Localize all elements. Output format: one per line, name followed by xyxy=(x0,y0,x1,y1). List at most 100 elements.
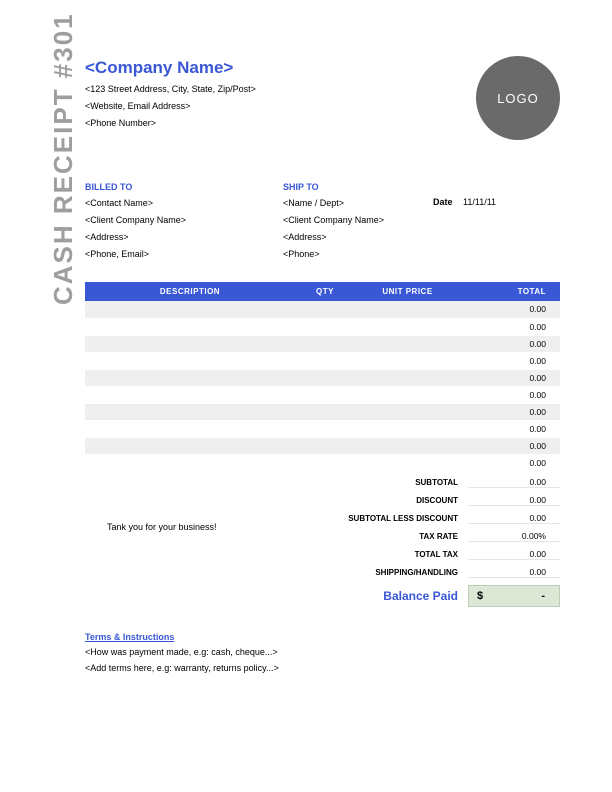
table-row: 0.00 xyxy=(85,420,560,437)
billed-to-heading: BILLED TO xyxy=(85,182,283,192)
col-description: DESCRIPTION xyxy=(85,282,295,301)
info-block: BILLED TO <Contact Name> <Client Company… xyxy=(85,182,560,266)
col-unit-price: UNIT PRICE xyxy=(355,282,460,301)
table-cell: 0.00 xyxy=(460,335,560,352)
table-cell xyxy=(355,454,460,471)
table-cell xyxy=(85,386,295,403)
table-cell xyxy=(295,352,355,369)
ship-to-name: <Name / Dept> xyxy=(283,198,433,208)
items-table: DESCRIPTION QTY UNIT PRICE TOTAL 0.000.0… xyxy=(85,282,560,472)
col-total: TOTAL xyxy=(460,282,560,301)
shipping-row: SHIPPING/HANDLING 0.00 xyxy=(323,564,560,582)
table-row: 0.00 xyxy=(85,454,560,471)
table-cell xyxy=(355,369,460,386)
terms-heading: Terms & Instructions xyxy=(85,632,560,642)
table-cell: 0.00 xyxy=(460,352,560,369)
table-row: 0.00 xyxy=(85,437,560,454)
balance-amount: - xyxy=(541,590,545,602)
receipt-content: <Company Name> <123 Street Address, City… xyxy=(85,58,560,679)
ship-to-column: SHIP TO <Name / Dept> <Client Company Na… xyxy=(283,182,433,266)
table-cell xyxy=(355,403,460,420)
table-cell xyxy=(85,454,295,471)
total-tax-row: TOTAL TAX 0.00 xyxy=(323,546,560,564)
table-cell: 0.00 xyxy=(460,369,560,386)
table-cell xyxy=(85,335,295,352)
table-cell xyxy=(295,318,355,335)
summary-rows: SUBTOTAL 0.00 DISCOUNT 0.00 SUBTOTAL LES… xyxy=(323,474,560,608)
total-tax-value: 0.00 xyxy=(468,549,560,560)
subtotal-value: 0.00 xyxy=(468,477,560,488)
table-cell: 0.00 xyxy=(460,420,560,437)
table-cell: 0.00 xyxy=(460,318,560,335)
table-cell xyxy=(355,301,460,318)
balance-currency: $ xyxy=(477,590,483,602)
summary-block: Tank you for your business! SUBTOTAL 0.0… xyxy=(85,474,560,608)
subtotal-less-discount-value: 0.00 xyxy=(468,513,560,524)
discount-row: DISCOUNT 0.00 xyxy=(323,492,560,510)
table-row: 0.00 xyxy=(85,335,560,352)
table-cell xyxy=(85,403,295,420)
shipping-value: 0.00 xyxy=(468,567,560,578)
discount-label: DISCOUNT xyxy=(323,496,468,505)
table-cell xyxy=(295,403,355,420)
table-cell xyxy=(295,420,355,437)
table-cell xyxy=(295,301,355,318)
ship-to-address: <Address> xyxy=(283,232,433,242)
meta-column: Date 11/11/11 xyxy=(433,182,560,266)
table-cell xyxy=(355,386,460,403)
table-row: 0.00 xyxy=(85,318,560,335)
ship-to-heading: SHIP TO xyxy=(283,182,433,192)
billed-to-column: BILLED TO <Contact Name> <Client Company… xyxy=(85,182,283,266)
billed-to-address: <Address> xyxy=(85,232,283,242)
table-cell xyxy=(295,369,355,386)
subtotal-less-discount-label: SUBTOTAL LESS DISCOUNT xyxy=(323,514,468,523)
table-cell xyxy=(85,301,295,318)
table-cell: 0.00 xyxy=(460,301,560,318)
sidebar-title: CASH RECEIPT #301 xyxy=(48,12,79,305)
subtotal-label: SUBTOTAL xyxy=(323,478,468,487)
billed-to-phone-email: <Phone, Email> xyxy=(85,249,283,259)
thank-you-message: Tank you for your business! xyxy=(85,474,323,608)
table-cell xyxy=(355,437,460,454)
table-cell xyxy=(85,352,295,369)
table-cell xyxy=(85,420,295,437)
subtotal-row: SUBTOTAL 0.00 xyxy=(323,474,560,492)
date-row: Date 11/11/11 xyxy=(433,197,560,207)
discount-value: 0.00 xyxy=(468,495,560,506)
terms-line-2: <Add terms here, e.g: warranty, returns … xyxy=(85,663,560,673)
table-row: 0.00 xyxy=(85,301,560,318)
table-row: 0.00 xyxy=(85,352,560,369)
table-cell xyxy=(355,318,460,335)
header: <Company Name> <123 Street Address, City… xyxy=(85,58,560,150)
balance-label: Balance Paid xyxy=(323,589,468,603)
tax-rate-value: 0.00% xyxy=(468,531,560,542)
table-cell xyxy=(355,335,460,352)
table-cell: 0.00 xyxy=(460,437,560,454)
terms-block: Terms & Instructions <How was payment ma… xyxy=(85,632,560,673)
table-row: 0.00 xyxy=(85,369,560,386)
tax-rate-row: TAX RATE 0.00% xyxy=(323,528,560,546)
table-row: 0.00 xyxy=(85,403,560,420)
table-row: 0.00 xyxy=(85,386,560,403)
date-label: Date xyxy=(433,197,453,207)
table-cell xyxy=(295,335,355,352)
table-cell xyxy=(355,420,460,437)
logo-placeholder: LOGO xyxy=(476,56,560,140)
col-qty: QTY xyxy=(295,282,355,301)
ship-to-phone: <Phone> xyxy=(283,249,433,259)
balance-row: Balance Paid $ - xyxy=(323,584,560,608)
billed-to-contact: <Contact Name> xyxy=(85,198,283,208)
table-cell: 0.00 xyxy=(460,454,560,471)
subtotal-less-discount-row: SUBTOTAL LESS DISCOUNT 0.00 xyxy=(323,510,560,528)
total-tax-label: TOTAL TAX xyxy=(323,550,468,559)
table-cell xyxy=(355,352,460,369)
terms-line-1: <How was payment made, e.g: cash, cheque… xyxy=(85,647,560,657)
table-cell xyxy=(295,454,355,471)
table-cell xyxy=(295,437,355,454)
table-cell xyxy=(85,437,295,454)
table-cell xyxy=(85,369,295,386)
table-cell: 0.00 xyxy=(460,403,560,420)
balance-value: $ - xyxy=(468,585,560,607)
table-cell xyxy=(85,318,295,335)
billed-to-company: <Client Company Name> xyxy=(85,215,283,225)
